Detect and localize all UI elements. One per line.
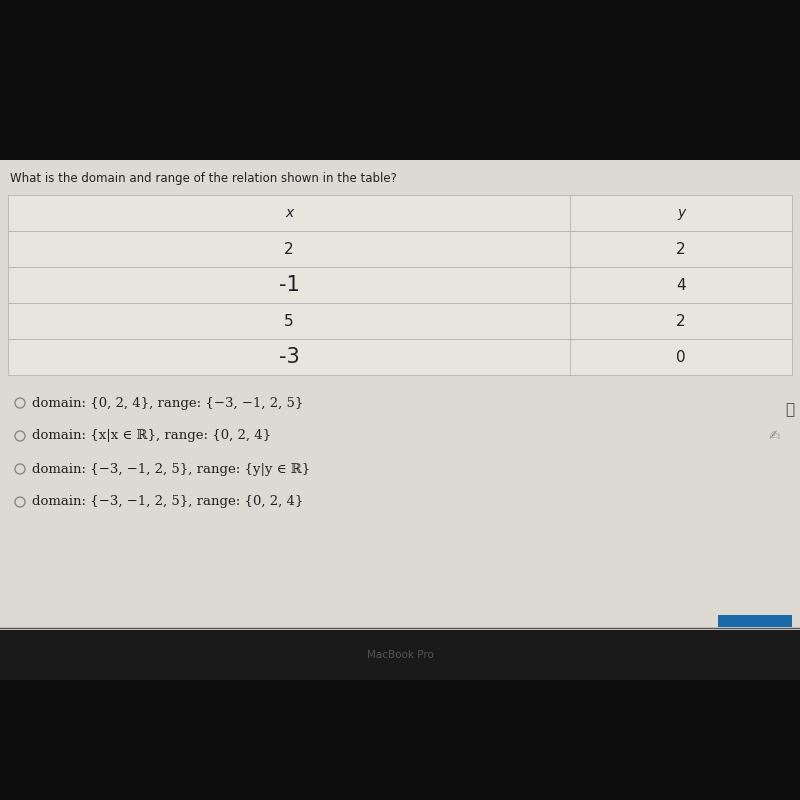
FancyBboxPatch shape <box>0 160 800 640</box>
Text: What is the domain and range of the relation shown in the table?: What is the domain and range of the rela… <box>10 172 397 185</box>
FancyBboxPatch shape <box>718 615 792 627</box>
Text: 5: 5 <box>284 314 294 329</box>
Text: 2: 2 <box>676 242 686 257</box>
Text: -3: -3 <box>278 347 299 367</box>
Text: 〈: 〈 <box>786 402 794 418</box>
Text: 4: 4 <box>676 278 686 293</box>
Text: 2: 2 <box>676 314 686 329</box>
Text: domain: {−3, −1, 2, 5}, range: {y|y ∈ ℝ}: domain: {−3, −1, 2, 5}, range: {y|y ∈ ℝ} <box>32 462 310 475</box>
Text: y: y <box>677 206 685 220</box>
Text: -1: -1 <box>278 275 299 295</box>
FancyBboxPatch shape <box>8 267 792 303</box>
Text: domain: {−3, −1, 2, 5}, range: {0, 2, 4}: domain: {−3, −1, 2, 5}, range: {0, 2, 4} <box>32 495 303 509</box>
Text: 2: 2 <box>284 242 294 257</box>
Text: 0: 0 <box>676 350 686 365</box>
Text: domain: {x|x ∈ ℝ}, range: {0, 2, 4}: domain: {x|x ∈ ℝ}, range: {0, 2, 4} <box>32 430 271 442</box>
Text: domain: {0, 2, 4}, range: {−3, −1, 2, 5}: domain: {0, 2, 4}, range: {−3, −1, 2, 5} <box>32 397 303 410</box>
FancyBboxPatch shape <box>8 339 792 375</box>
FancyBboxPatch shape <box>0 770 800 800</box>
FancyBboxPatch shape <box>8 231 792 267</box>
FancyBboxPatch shape <box>8 303 792 339</box>
Text: MacBook Pro: MacBook Pro <box>366 650 434 660</box>
Text: x: x <box>285 206 293 220</box>
Text: ✍: ✍ <box>769 429 781 443</box>
FancyBboxPatch shape <box>0 630 800 680</box>
FancyBboxPatch shape <box>8 195 792 231</box>
